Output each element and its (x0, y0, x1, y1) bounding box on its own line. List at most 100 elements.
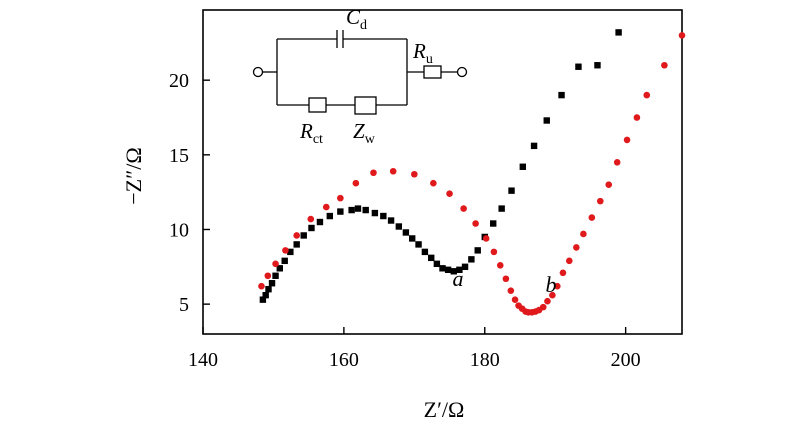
data-point (362, 206, 369, 214)
data-point (354, 205, 362, 212)
data-point (411, 170, 418, 178)
data-point (511, 296, 519, 303)
data-point (272, 272, 279, 279)
y-tick-label: 20 (169, 70, 189, 92)
data-point (444, 266, 452, 273)
curve-label-a: a (452, 266, 463, 291)
data-point (316, 218, 324, 226)
warburg-element (354, 96, 377, 115)
data-point (461, 263, 469, 271)
x-tick-label: 140 (188, 349, 218, 371)
data-point (460, 205, 467, 212)
label-cd: Cd (346, 5, 367, 33)
circuit-terminal-left (252, 66, 264, 78)
data-point (265, 286, 272, 293)
data-point (352, 179, 360, 187)
data-point (565, 257, 573, 265)
data-point (588, 214, 596, 221)
data-point (293, 232, 300, 239)
label-rct: Rct (299, 119, 323, 147)
data-point (415, 241, 422, 248)
series-a (259, 29, 622, 303)
data-point (498, 205, 505, 212)
data-point (259, 296, 267, 303)
resistor-ru (423, 65, 442, 79)
data-point (337, 208, 344, 215)
y-axis-title: −Z″/Ω (121, 147, 146, 204)
y-tick-label: 5 (179, 294, 189, 316)
data-point (268, 280, 276, 287)
data-point (490, 248, 498, 256)
data-point (370, 169, 377, 177)
series-b (258, 32, 686, 316)
data-point (543, 117, 550, 124)
data-point (482, 235, 490, 242)
data-point (409, 235, 416, 242)
data-point (402, 229, 410, 236)
data-point (446, 190, 453, 197)
data-point (678, 32, 686, 39)
resistor-rct (308, 97, 327, 113)
data-point (264, 272, 272, 280)
data-point (615, 29, 622, 36)
y-tick-label: 10 (169, 219, 189, 241)
data-point (490, 220, 497, 227)
label-ru: Ru (412, 39, 433, 67)
data-point (559, 269, 567, 277)
data-point (573, 244, 580, 251)
data-point (472, 220, 479, 227)
data-point (575, 63, 582, 70)
data-point (596, 197, 604, 205)
data-point (554, 282, 561, 290)
series-layer (258, 29, 686, 316)
tick-labels: 140 160 180 200 5 10 15 20 (169, 70, 641, 371)
data-point (322, 203, 330, 211)
x-tick-label: 200 (611, 349, 641, 371)
data-point (300, 232, 307, 239)
data-point (433, 260, 441, 268)
data-point (326, 212, 333, 220)
data-point (428, 254, 435, 262)
data-point (643, 91, 651, 99)
data-point (282, 247, 289, 254)
equivalent-circuit-inset (252, 30, 468, 115)
data-point (544, 297, 551, 305)
data-point (530, 142, 538, 150)
data-point (474, 247, 481, 254)
data-point (439, 265, 446, 272)
data-point (508, 187, 515, 194)
data-point (450, 268, 457, 275)
data-point (389, 167, 397, 175)
data-point (380, 212, 387, 220)
data-point (633, 114, 641, 121)
circuit-terminal-right (456, 66, 468, 78)
plot-frame (202, 9, 683, 335)
data-point (430, 179, 437, 187)
data-point (371, 209, 379, 217)
data-point (308, 224, 315, 232)
data-point (258, 282, 265, 290)
data-point (395, 223, 403, 230)
data-point (468, 256, 475, 263)
data-point (519, 163, 527, 170)
data-point (456, 266, 463, 273)
data-point (558, 91, 565, 99)
data-point (496, 262, 504, 269)
data-point (507, 287, 515, 295)
x-axis-title: Z′/Ω (424, 397, 465, 422)
data-point (287, 248, 294, 256)
data-point (580, 230, 587, 238)
data-point (539, 303, 547, 311)
x-tick-label: 160 (329, 349, 359, 371)
data-point (276, 265, 283, 272)
data-point (337, 194, 344, 202)
data-point (421, 248, 429, 256)
data-point (605, 181, 613, 188)
x-tick-label: 180 (470, 349, 500, 371)
data-point (502, 275, 510, 283)
label-zw: Zw (353, 119, 376, 147)
data-point (307, 215, 315, 223)
curve-label-b: b (545, 272, 556, 297)
